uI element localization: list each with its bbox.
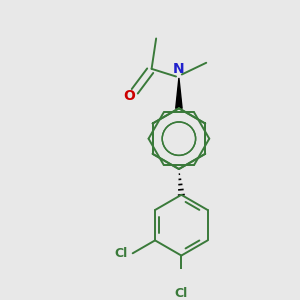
Text: N: N: [173, 61, 185, 76]
Text: Cl: Cl: [114, 247, 128, 260]
Text: Cl: Cl: [175, 286, 188, 300]
Text: O: O: [123, 89, 135, 103]
Polygon shape: [176, 78, 182, 108]
